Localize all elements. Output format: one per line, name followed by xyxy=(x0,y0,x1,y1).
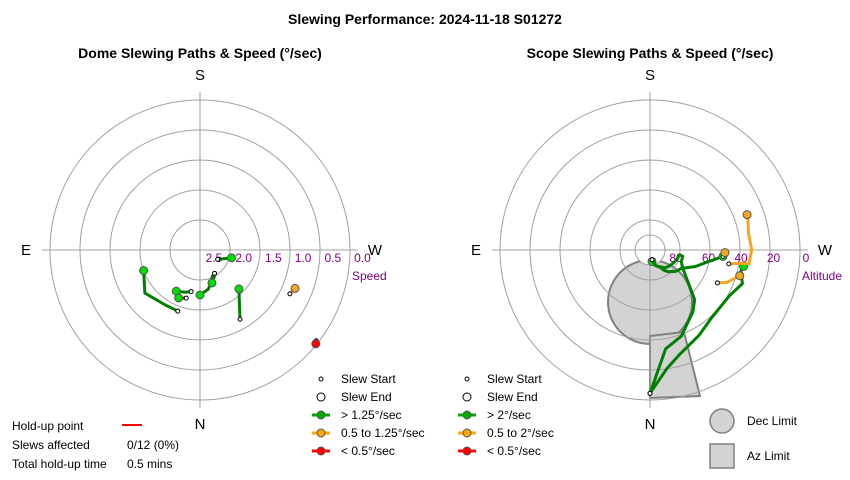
az-limit-legend-marker xyxy=(709,443,735,469)
scope-slew-path xyxy=(728,214,754,266)
dome-slew-start-point xyxy=(237,316,243,322)
dome-slew-end-point xyxy=(234,284,244,294)
dome-legend-label: Slew End xyxy=(341,390,392,404)
scope-legend-label: 0.5 to 2°/sec xyxy=(487,426,554,440)
limit-legend-label: Az Limit xyxy=(747,449,790,463)
slews-affected-label: Slews affected xyxy=(12,438,90,452)
dome-radial-tick: 1.0 xyxy=(295,251,312,265)
dome-slew-start-point xyxy=(287,291,293,297)
dome-radial-ticks: 2.5 2.0 1.5 1.0 0.5 0.0 xyxy=(206,251,372,265)
scope-legend-label: Slew Start xyxy=(487,372,542,386)
limit-legend-label: Dec Limit xyxy=(747,414,798,428)
dome-cardinal-top: S xyxy=(195,67,205,84)
scope-slew-start-point xyxy=(647,390,653,396)
scope-chart-title: Scope Slewing Paths & Speed (°/sec) xyxy=(527,45,774,61)
scope-slew-end-point xyxy=(735,271,745,281)
holdup-info: Hold-up point Slews affected 0/12 (0%) T… xyxy=(12,419,179,471)
dome-slew-end-point xyxy=(290,283,300,293)
dome-radial-tick: 0.0 xyxy=(354,251,371,265)
dome-legend-marker xyxy=(316,392,326,402)
scope-radial-label: Altitude xyxy=(802,269,842,283)
dome-slew-end-point xyxy=(227,253,237,263)
scope-limit-legend: Dec Limit Az Limit xyxy=(709,408,798,469)
scope-radial-tick: 40 xyxy=(734,251,748,265)
holdup-point-label: Hold-up point xyxy=(12,419,84,433)
dome-slew-start-point xyxy=(188,289,194,295)
dome-slew-path xyxy=(237,288,242,320)
scope-legend-label: < 0.5°/sec xyxy=(487,444,541,458)
dome-radial-tick: 2.0 xyxy=(235,251,252,265)
scope-legend-marker xyxy=(462,410,472,420)
dome-legend-label: Slew Start xyxy=(341,372,396,386)
scope-cardinal-left: E xyxy=(471,242,481,259)
dome-cardinal-bottom: N xyxy=(195,416,206,433)
scope-series xyxy=(647,210,754,396)
scope-slew-start-point xyxy=(714,280,720,286)
scope-legend-label: Slew End xyxy=(487,390,538,404)
scope-slew-path xyxy=(650,254,724,274)
dome-slew-start-point xyxy=(212,270,218,276)
dome-legend-marker xyxy=(318,376,324,382)
dome-slew-path xyxy=(142,270,179,313)
dome-radial-tick: 1.5 xyxy=(265,251,282,265)
dome-legend-marker xyxy=(316,446,326,456)
dome-chart-title: Dome Slewing Paths & Speed (°/sec) xyxy=(78,45,322,61)
scope-radial-tick: 20 xyxy=(767,251,781,265)
scope-cardinal-bottom: N xyxy=(645,416,656,433)
dome-slew-start-point xyxy=(215,256,221,262)
dome-slew-end-point xyxy=(195,290,205,300)
scope-legend: Slew Start Slew End > 2°/sec 0.5 to 2°/sec <… xyxy=(458,372,554,458)
scope-slew-end-point xyxy=(742,210,752,220)
dome-legend-label: > 1.25°/sec xyxy=(341,408,402,422)
dome-radial-tick: 0.5 xyxy=(324,251,341,265)
dome-cardinal-right: W xyxy=(368,242,383,259)
dome-slew-end-point xyxy=(139,266,149,276)
dome-series xyxy=(139,253,321,349)
dome-grid xyxy=(42,92,358,408)
scope-cardinal-right: W xyxy=(818,242,833,259)
scope-radial-tick: 0 xyxy=(803,251,810,265)
dome-legend-label: < 0.5°/sec xyxy=(341,444,395,458)
dome-slew-end-point xyxy=(174,293,184,303)
total-holdup-value: 0.5 mins xyxy=(127,457,172,471)
dome-legend-marker xyxy=(316,428,326,438)
scope-chart: Scope Slewing Paths & Speed (°/sec) S N … xyxy=(471,45,842,433)
dome-legend-marker xyxy=(316,410,326,420)
dome-slew-start-point xyxy=(175,308,181,314)
scope-legend-marker xyxy=(462,428,472,438)
dome-radial-label: Speed xyxy=(352,269,387,283)
scope-legend-marker xyxy=(462,392,472,402)
dome-slew-end-point xyxy=(207,278,217,288)
scope-legend-marker xyxy=(464,376,470,382)
total-holdup-label: Total hold-up time xyxy=(12,457,107,471)
dome-slew-end-point xyxy=(311,339,321,349)
scope-grid xyxy=(492,92,808,408)
dome-legend-label: 0.5 to 1.25°/sec xyxy=(341,426,425,440)
scope-slew-start-point xyxy=(726,261,732,267)
figure-title: Slewing Performance: 2024-11-18 S01272 xyxy=(288,11,562,27)
scope-cardinal-top: S xyxy=(645,67,655,84)
scope-legend-label: > 2°/sec xyxy=(487,408,531,422)
scope-slew-path xyxy=(648,253,697,394)
scope-slew-end-point xyxy=(720,248,730,258)
dec-limit-legend-marker xyxy=(709,408,735,434)
scope-slew-start-point xyxy=(649,257,655,263)
dome-cardinal-left: E xyxy=(21,242,31,259)
scope-legend-marker xyxy=(462,446,472,456)
dome-chart: Dome Slewing Paths & Speed (°/sec) S N E… xyxy=(21,45,387,433)
dome-slew-start-point xyxy=(183,295,189,301)
dome-legend: Slew Start Slew End > 1.25°/sec 0.5 to 1.25… xyxy=(312,372,425,458)
slews-affected-value: 0/12 (0%) xyxy=(127,438,179,452)
